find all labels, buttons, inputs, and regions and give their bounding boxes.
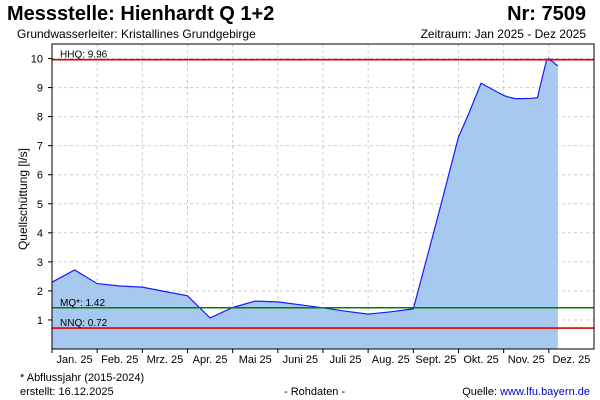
source-link[interactable]: www.lfu.bayern.de	[500, 386, 590, 398]
nnq-label: NNQ: 0.72	[60, 318, 108, 329]
x-tick-label: Feb. 25	[101, 354, 138, 366]
y-tick-label: 4	[37, 228, 43, 240]
source-line: Quelle: www.lfu.bayern.de	[462, 386, 590, 398]
aquifer-label: Grundwasserleiter: Kristallines Grundgeb…	[17, 27, 256, 41]
x-tick-label: Aug. 25	[372, 354, 410, 366]
x-tick-label: Nov. 25	[508, 354, 545, 366]
y-tick-label: 5	[37, 199, 43, 211]
created-date: erstellt: 16.12.2025	[20, 386, 114, 398]
mq-label: MQ*: 1.42	[60, 298, 105, 309]
x-tick-label: Juli 25	[330, 354, 362, 366]
x-tick-label: Mai 25	[239, 354, 272, 366]
y-tick-label: 10	[31, 54, 43, 66]
x-tick-label: Apr. 25	[193, 354, 228, 366]
y-tick-label: 3	[37, 257, 43, 269]
axes: 1 2 3 4 5 6 7 8 9 10 Jan. 25 Feb. 25 Mrz. 25 Apr. 25 M…	[31, 43, 595, 366]
plot-frame	[51, 43, 595, 350]
x-tick-label: Okt. 25	[463, 354, 498, 366]
x-tick-label: Dez. 25	[552, 354, 590, 366]
y-tick-label: 7	[37, 141, 43, 153]
period-label: Zeitraum: Jan 2025 - Dez 2025	[420, 27, 586, 41]
page-title: Messstelle: Hienhardt Q 1+2	[7, 3, 275, 25]
x-tick-label: Sept. 25	[415, 354, 456, 366]
x-tick-label: Mrz. 25	[147, 354, 184, 366]
y-tick-label: 6	[37, 170, 43, 182]
x-tick-label: Juni 25	[283, 354, 318, 366]
y-tick-label: 9	[37, 83, 43, 95]
discharge-line	[51, 57, 559, 319]
source-label: Quelle:	[462, 386, 501, 398]
station-number: Nr: 7509	[507, 3, 586, 25]
hhq-label: HHQ: 9.96	[60, 50, 108, 61]
discharge-area	[52, 58, 558, 349]
y-tick-label: 2	[37, 286, 43, 298]
y-tick-label: 8	[37, 112, 43, 124]
area-layer	[51, 57, 559, 349]
y-tick-label: 1	[37, 315, 43, 327]
raw-data-note: - Rohdaten -	[284, 386, 346, 398]
reference-lines: HHQ: 9.96 MQ*: 1.42 NNQ: 0.72	[52, 50, 594, 329]
x-tick-label: Jan. 25	[57, 354, 93, 366]
footnote: * Abflussjahr (2015-2024)	[20, 372, 145, 384]
